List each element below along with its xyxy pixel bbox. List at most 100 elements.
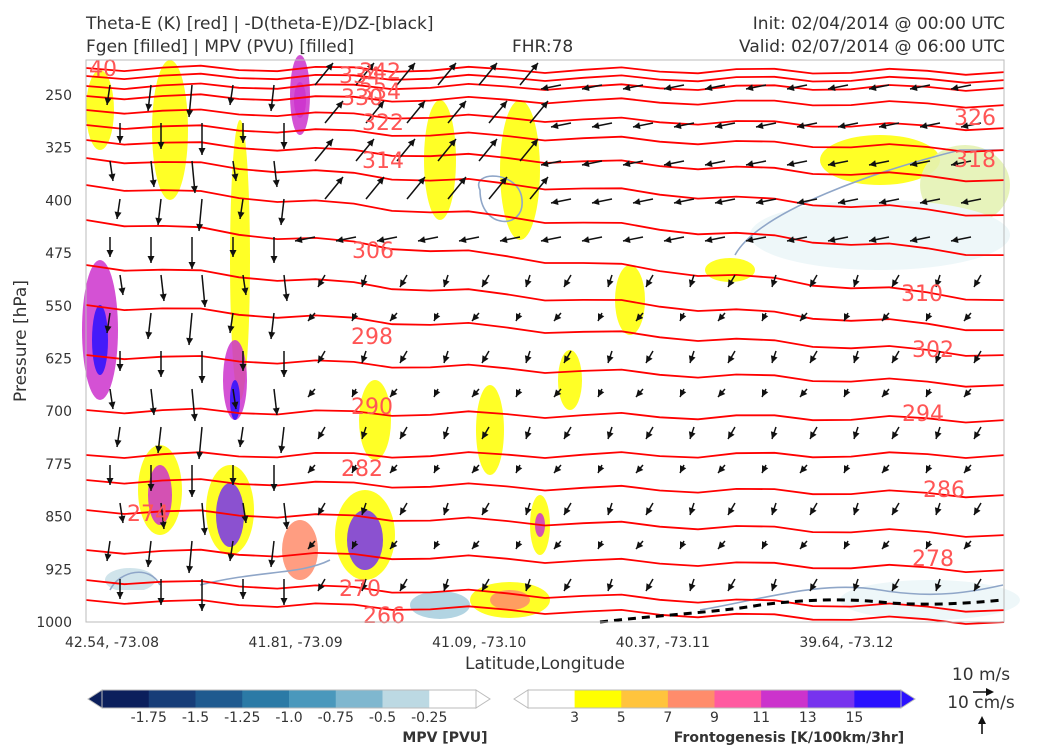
fgen-fill [294, 82, 306, 118]
wind-vector [268, 84, 276, 112]
wind-vector [524, 274, 532, 288]
colorbar-tick-label: 11 [752, 710, 770, 726]
wind-vector [645, 350, 654, 364]
dashed-zero-contour [599, 598, 1004, 624]
wind-vector [200, 502, 208, 536]
wind-vector [635, 312, 644, 322]
x-tick-label: 41.81, -73.09 [249, 635, 343, 651]
wind-vector [157, 579, 165, 605]
fgen-fill [424, 100, 456, 220]
wind-vector [909, 236, 931, 244]
wind-vector [360, 350, 368, 364]
wind-vector [581, 236, 603, 244]
wind-vector [925, 540, 933, 550]
wind-vector [227, 84, 235, 106]
wind-vector [239, 123, 247, 143]
theta-e-contour [85, 219, 1005, 301]
wind-vector [351, 540, 359, 550]
fgen-fill [705, 258, 755, 282]
wind-vector [280, 351, 288, 377]
wind-vector [963, 464, 972, 474]
wind-vector [934, 426, 942, 440]
wind-vector [688, 350, 696, 364]
init-time: Init: 02/04/2014 @ 00:00 UTC [752, 14, 1005, 34]
wind-vector [145, 540, 153, 568]
colorbar-tick-label: 13 [799, 710, 817, 726]
wind-vector [553, 388, 562, 398]
wind-vector [499, 236, 521, 244]
wind-vector [116, 351, 124, 371]
wind-vector [335, 236, 357, 244]
wind-vector [355, 138, 375, 162]
colorbar-tick-label: -0.5 [369, 710, 396, 726]
wind-vector [934, 350, 942, 364]
wind-vector [389, 540, 398, 550]
wind-vector [963, 312, 972, 322]
wind-vector [950, 160, 972, 168]
colorbar-segment [621, 690, 669, 708]
wind-vector [239, 579, 247, 599]
wind-vector [147, 237, 155, 263]
wind-vector [868, 236, 890, 244]
wind-vector [688, 274, 696, 288]
wind-vector [360, 502, 368, 516]
theta-e-contours [85, 64, 1005, 625]
wind-vector [155, 426, 163, 454]
wind-vector [355, 62, 375, 86]
wind-vector [481, 502, 490, 516]
wind-vector [553, 464, 562, 474]
wind-vector [704, 160, 726, 168]
wind-vector [881, 464, 890, 474]
forecast-hour: FHR:78 [512, 37, 574, 57]
wind-vector [399, 274, 408, 288]
mpv-contour-line [477, 175, 523, 223]
wind-vector [717, 312, 726, 322]
wind-vector [663, 160, 685, 168]
colorbar-segment [854, 690, 902, 708]
wind-vector [190, 388, 198, 422]
contour-label: 294 [902, 402, 944, 427]
wind-vector [317, 578, 326, 592]
wind-vector [606, 502, 614, 516]
wind-vector [934, 502, 942, 516]
wind-vector [186, 312, 194, 346]
wind-vector [118, 274, 126, 296]
wind-vector [447, 100, 467, 124]
theta-e-contour [85, 184, 1005, 256]
wind-vector [934, 578, 942, 592]
y-axis: 250 325 400 475 550 625 700 775 850 925 1000 [36, 88, 72, 631]
colorbar-tick-label: -1.5 [182, 710, 209, 726]
wind-vector [280, 123, 288, 149]
wind-vector [755, 122, 777, 130]
fgen-colorbar-label: Frontogenesis [K/100km/3hr] [674, 730, 904, 746]
wind-vector [519, 62, 539, 86]
wind-vector [282, 502, 290, 530]
colorbar-segment [761, 690, 809, 708]
wind-vector [278, 198, 286, 226]
wind-vector [891, 426, 900, 440]
wind-vector [606, 350, 614, 364]
title-left-line1: Theta-E (K) [red] | -D(theta-E)/DZ-[blac… [86, 14, 434, 34]
wind-vector [519, 138, 539, 162]
wind-vector [198, 351, 206, 383]
wind-vector [606, 578, 614, 592]
wind-vector [727, 502, 736, 516]
wind-vector [688, 502, 696, 516]
wind-vector [351, 464, 359, 474]
wind-vector [663, 84, 685, 92]
wind-vector [478, 138, 498, 162]
wind-vector [919, 122, 941, 130]
wind-vector [809, 578, 818, 592]
fgen-fill [500, 100, 540, 240]
y-tick-label: 850 [45, 510, 72, 526]
wind-vector [317, 426, 326, 440]
title-left-line2: Fgen [filled] | MPV (PVU) [filled] [86, 37, 355, 57]
colorbar-extend-left [513, 689, 529, 709]
wind-vector [389, 312, 398, 322]
colorbar-segment [382, 690, 430, 708]
wind-vector [396, 138, 416, 162]
y-tick-label: 925 [45, 562, 72, 578]
wind-vector [278, 426, 286, 454]
wind-vector [481, 578, 490, 592]
